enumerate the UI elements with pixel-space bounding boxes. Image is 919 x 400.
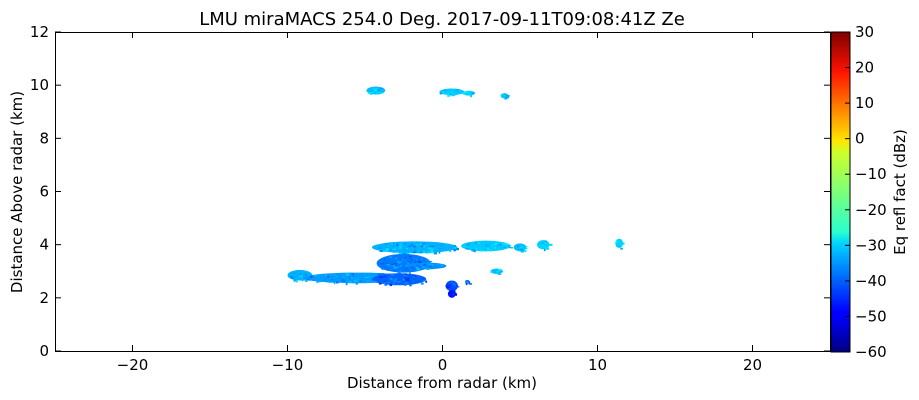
colorbar [830,31,851,353]
y-tick-label: 6 [39,183,49,201]
echo-region-4 [500,93,510,100]
y-tick-label: 0 [39,342,49,360]
echo-region-18 [464,279,473,286]
echo-region-3 [462,90,476,98]
colorbar-tick-label: −10 [855,165,887,183]
echo-region-7 [513,243,528,253]
x-axis-label: Distance from radar (km) [347,374,537,392]
echo-region-15 [445,280,460,292]
echo-region-11 [407,262,447,271]
plot-area [287,86,625,298]
colorbar-tick-label: −20 [855,201,887,219]
echo-region-1 [366,86,386,95]
colorbar-gradient [830,31,851,353]
colorbar-tick-label: −50 [855,307,887,325]
echo-region-5 [371,241,459,255]
colorbar-tick-label: 30 [855,23,874,41]
echo-region-14 [371,273,428,287]
colorbar-ticks: −60 −50 −40 −30 −20 −10 0 10 20 30 [845,23,887,361]
echo-region-2 [439,88,465,97]
colorbar-tick-label: 0 [855,130,865,148]
y-tick-label: 10 [30,76,49,94]
colorbar-tick-label: −60 [855,343,887,361]
colorbar-tick-label: 10 [855,94,874,112]
x-tick-label: 20 [743,356,762,374]
echo-region-6 [461,240,514,253]
chart-title: LMU miraMACS 254.0 Deg. 2017-09-11T09:08… [199,9,685,30]
echo-region-9 [615,238,625,250]
y-tick-label: 12 [30,23,49,41]
colorbar-label: Eq refl fact (dBz) [891,129,909,255]
echo-region-16 [447,289,457,298]
y-tick-label: 8 [39,129,49,147]
x-tick-label: 10 [588,356,607,374]
colorbar-tick-label: −40 [855,272,887,290]
y-tick-label: 2 [39,289,49,307]
x-axis: −20 −10 0 10 20 [117,32,762,374]
y-tick-label: 4 [39,236,49,254]
x-tick-label: 0 [438,356,448,374]
echo-region-8 [537,240,553,252]
x-tick-label: −20 [117,356,149,374]
colorbar-tick-label: 20 [855,59,874,77]
y-axis-label: Distance Above radar (km) [8,91,26,293]
x-tick-label: −10 [272,356,304,374]
colorbar-tick-label: −30 [855,236,887,254]
echo-region-17 [490,268,503,275]
